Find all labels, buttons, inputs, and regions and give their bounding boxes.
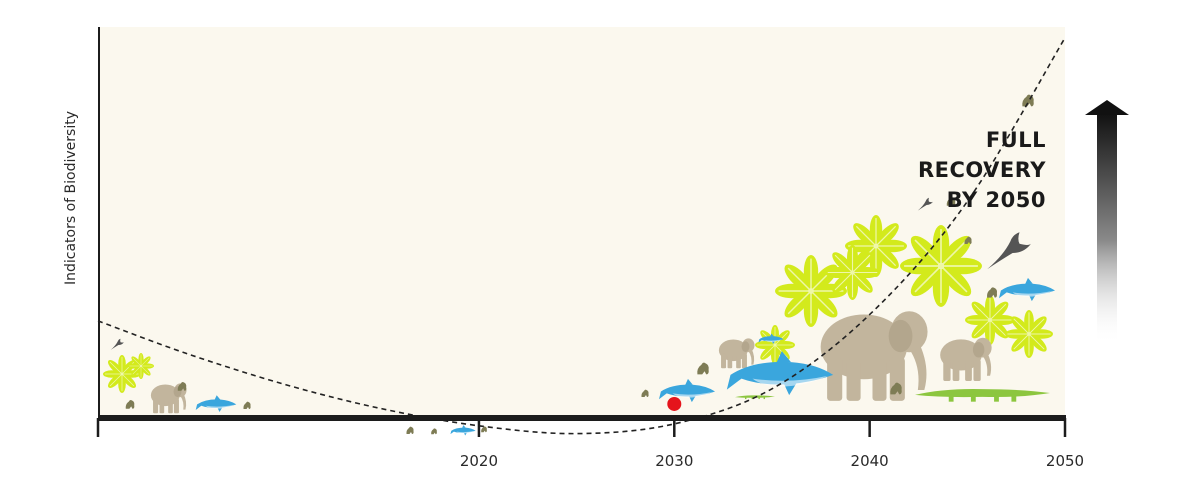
y-axis-label: Indicators of Biodiversity: [63, 111, 79, 285]
up-arrow-icon: [1085, 100, 1129, 345]
x-tick-label: 2050: [1046, 452, 1084, 470]
annotation-line-1: FULL: [986, 128, 1046, 152]
frog-icon: [406, 426, 414, 434]
frog-icon: [481, 426, 487, 433]
frog-icon: [431, 428, 437, 435]
x-tick-label: 2020: [460, 452, 498, 470]
leaf-cluster-icon: [755, 325, 795, 365]
x-axis-ticks: 2020 2030 2040 2050: [96, 418, 1084, 470]
annotation-line-2: RECOVERY: [918, 158, 1046, 182]
leaf-cluster-icon: [965, 295, 1015, 345]
2030-marker-dot: [667, 396, 682, 411]
annotation-line-3: BY 2050: [947, 188, 1046, 212]
shark-icon: [450, 425, 476, 436]
leaf-cluster-icon: [128, 353, 154, 379]
x-tick-label: 2040: [851, 452, 889, 470]
leaf-cluster-icon: [1005, 310, 1053, 358]
x-tick-label: 2030: [655, 452, 693, 470]
biodiversity-curve: [97, 37, 1066, 435]
leaf-cluster-icon: [825, 245, 880, 300]
recovery-annotation: FULL RECOVERY BY 2050: [918, 128, 1046, 212]
